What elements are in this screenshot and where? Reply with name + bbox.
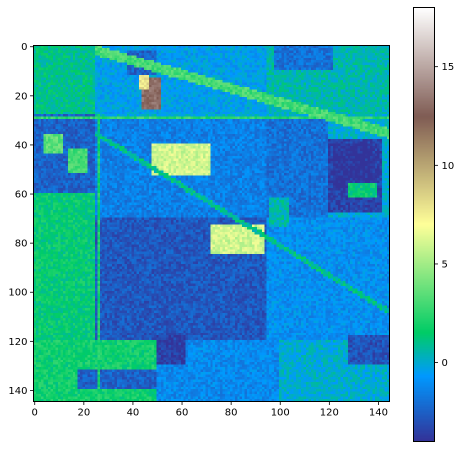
- colorbar-ticks: 0 5 10 15: [434, 62, 455, 369]
- x-tick-label: 20: [77, 408, 90, 419]
- x-tick-label: 140: [369, 408, 388, 419]
- y-tick-label: 140: [8, 386, 27, 397]
- y-tick-label: 20: [15, 91, 28, 102]
- y-tick-label: 0: [21, 42, 27, 53]
- x-axis: 0 20 40 60 80 100 120 140: [32, 401, 388, 419]
- colorbar-tick-label: 5: [442, 259, 448, 270]
- y-tick-label: 120: [8, 337, 27, 348]
- x-tick-label: 0: [32, 408, 38, 419]
- x-tick-label: 80: [225, 408, 238, 419]
- y-tick-label: 100: [8, 288, 27, 299]
- y-tick-label: 80: [15, 239, 28, 250]
- colorbar-frame: [413, 7, 435, 442]
- colorbar-tick-label: 15: [442, 62, 455, 73]
- heatmap-image: [33, 45, 390, 402]
- x-tick-label: 40: [127, 408, 140, 419]
- y-tick-label: 40: [15, 140, 28, 151]
- x-tick-label: 60: [176, 408, 189, 419]
- colorbar: 0 5 10 15: [413, 7, 455, 442]
- x-tick-label: 120: [320, 408, 339, 419]
- x-tick-label: 100: [271, 408, 290, 419]
- heatmap-frame: [33, 45, 390, 402]
- colorbar-tick-label: 10: [442, 161, 455, 172]
- y-tick-label: 60: [15, 190, 28, 201]
- heatmap-plot-area: [33, 45, 390, 402]
- y-axis: 0 20 40 60 80 100 120 140: [8, 42, 34, 397]
- colorbar-gradient: [413, 7, 435, 442]
- colorbar-tick-label: 0: [442, 358, 448, 369]
